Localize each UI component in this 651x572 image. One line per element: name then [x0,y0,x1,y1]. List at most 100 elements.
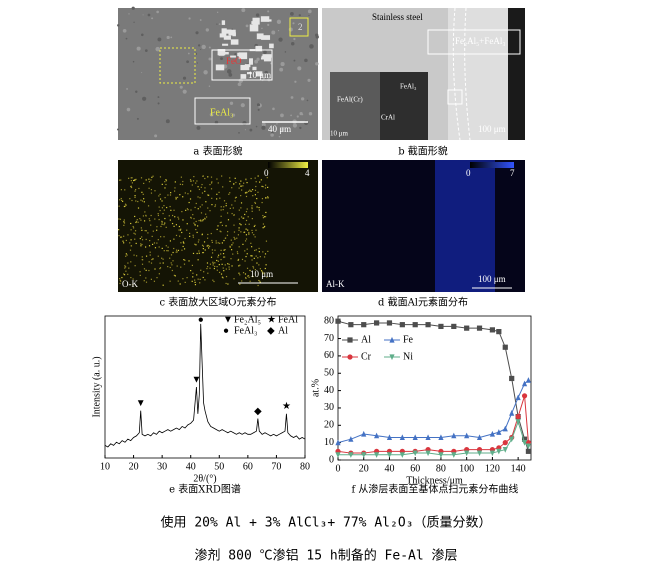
eds-dot [182,245,184,248]
texture [299,111,303,116]
texture [267,23,270,27]
eds-dot [190,190,192,192]
peak-marker: ▼ [191,374,201,385]
texture [279,67,284,72]
eds-dot [166,206,168,209]
crystal [267,19,272,22]
eds-dot [242,243,244,245]
eds-dot [225,225,227,227]
eds-dot [184,281,186,283]
texture [170,36,173,39]
marker [374,432,380,439]
eds-dot [184,192,186,194]
eds-dot [221,242,223,244]
eds-dot [225,275,228,278]
texture [216,23,218,25]
crystal [240,74,247,79]
peak-marker: ★ [282,401,291,412]
eds-dot [248,276,250,278]
eds-dot [217,242,219,244]
eds-dot [257,175,259,177]
eds-dot [127,273,129,275]
eds-dot [239,274,241,276]
eds-dot [244,273,247,275]
eds-dot [224,237,226,239]
eds-dot [202,251,205,254]
eds-dot [206,267,208,270]
image-label: Fe₂Al₅+FeAl₃ [455,36,506,46]
marker [386,434,393,441]
eds-dot [198,239,200,241]
texture [315,33,319,37]
texture [218,23,221,26]
eds-dot [177,280,179,282]
texture [261,122,266,127]
eds-dot [224,264,226,266]
eds-dot [209,210,211,212]
eds-dot [135,189,137,191]
eds-dot [136,255,138,257]
eds-dot [233,214,235,216]
image-label: 10 μm [250,269,273,279]
eds-dot [181,211,183,213]
eds-dot [222,253,225,255]
eds-dot [149,254,151,256]
eds-dot [228,193,230,195]
marker [389,354,395,361]
eds-dot [182,278,184,280]
texture [306,99,309,102]
eds-dot [184,259,186,261]
eds-dot [246,253,248,255]
texture [255,13,260,17]
eds-dot [151,243,154,245]
eds-dot [262,214,264,217]
eds-dot [174,216,176,218]
eds-dot [223,200,226,202]
eds-dot [203,271,205,273]
eds-dot [245,276,247,279]
texture [128,13,130,15]
eds-dot [134,179,136,181]
eds-dot [231,187,233,189]
y-tick-label: 20 [324,420,334,431]
eds-dot [210,188,213,190]
texture [141,72,143,74]
eds-dot [234,200,236,202]
eds-dot [240,185,243,187]
eds-dot [206,262,209,264]
eds-dot [221,224,224,227]
eds-dot [234,238,236,240]
eds-dot [264,187,267,189]
eds-dot [176,251,178,253]
eds-dot [154,190,156,192]
eds-dot [249,190,251,192]
eds-dot [239,223,241,225]
eds-dot [142,259,144,261]
texture [200,49,202,51]
eds-dot [238,265,240,267]
texture [226,69,232,74]
x-tick-label: 80 [436,463,446,474]
eds-dot [162,212,164,215]
texture [280,113,284,118]
eds-dot [201,233,203,235]
eds-dot [153,242,156,244]
x-tick-label: 50 [214,461,224,472]
eds-dot [192,234,194,236]
eds-dot [252,275,254,278]
texture [201,44,206,50]
eds-dot [134,179,136,181]
marker [335,439,341,446]
eds-dot [158,218,160,221]
texture [186,60,190,64]
eds-dot [180,242,182,244]
eds-dot [250,242,252,244]
eds-dot [131,199,133,202]
marker [399,322,405,328]
eds-dot [158,273,160,275]
eds-dot [221,263,223,265]
eds-dot [133,232,135,234]
texture [307,9,312,14]
texture [294,80,297,83]
eds-dot [128,177,130,179]
